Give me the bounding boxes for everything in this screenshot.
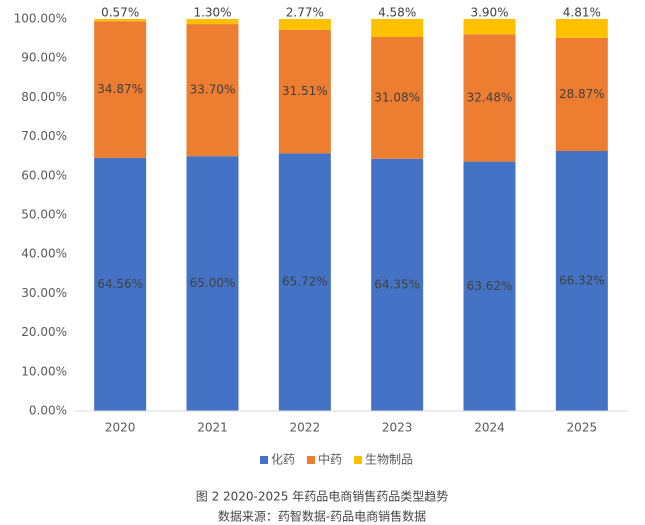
data-label: 63.62% [467, 279, 513, 293]
x-tick-label: 2022 [290, 421, 321, 435]
x-tick-label: 2023 [382, 421, 413, 435]
legend-swatch [307, 456, 316, 464]
y-tick-label: 90.00% [21, 51, 67, 65]
bar-segment [186, 19, 239, 25]
bar-segment [278, 153, 331, 411]
y-tick-label: 30.00% [21, 286, 67, 300]
bar-segment [463, 19, 516, 35]
bar-segment [463, 34, 516, 162]
bar-segment [186, 24, 239, 157]
y-tick-label: 50.00% [21, 208, 67, 222]
data-label: 33.70% [190, 83, 236, 97]
x-tick-label: 2021 [197, 421, 228, 435]
y-tick-label: 10.00% [21, 364, 67, 378]
data-label: 65.00% [190, 276, 236, 290]
x-tick-label: 2025 [567, 421, 598, 435]
data-label: 4.58% [378, 5, 416, 19]
legend-label: 生物制品 [365, 453, 413, 467]
bar-segment [555, 151, 608, 411]
bar-segment [371, 36, 424, 159]
bar-segment [186, 156, 239, 411]
data-label: 3.90% [470, 6, 508, 20]
data-label: 64.35% [374, 277, 420, 291]
data-label: 1.30% [193, 6, 231, 20]
bar-segment [555, 37, 608, 152]
legend-swatch [260, 456, 268, 464]
data-label: 28.87% [559, 87, 605, 101]
bar-segment [94, 21, 147, 158]
x-tick-label: 2020 [105, 421, 136, 435]
data-label: 0.57% [101, 6, 139, 20]
bar-segment [463, 161, 516, 411]
data-label: 31.08% [374, 90, 420, 104]
source: 数据来源：药智数据-药品电商销售数据 [218, 509, 426, 524]
y-tick-label: 70.00% [21, 129, 67, 143]
data-label: 32.48% [467, 90, 513, 104]
data-label: 4.81% [563, 6, 601, 20]
x-tick-label: 2024 [474, 421, 505, 435]
caption: 图 2 2020-2025 年药品电商销售药品类型趋势 [196, 489, 449, 504]
data-label: 64.56% [97, 277, 143, 291]
bar-segment [278, 19, 331, 30]
legend-label: 化药 [271, 453, 295, 467]
data-label: 65.72% [282, 275, 328, 289]
data-label: 31.51% [282, 84, 328, 98]
y-tick-label: 80.00% [21, 90, 67, 104]
bar-segment [371, 18, 424, 37]
y-tick-label: 0.00% [29, 404, 67, 418]
y-tick-label: 40.00% [21, 247, 67, 261]
bar-segment [278, 29, 331, 154]
bar-segment [371, 158, 424, 411]
data-label: 66.32% [559, 274, 605, 288]
legend-label: 中药 [318, 452, 342, 467]
bar-segment [555, 19, 608, 38]
legend-swatch [354, 456, 363, 464]
data-label: 2.77% [286, 6, 324, 20]
bar-segment [94, 157, 147, 411]
data-label: 34.87% [97, 82, 143, 96]
bar-segment [94, 19, 147, 22]
y-tick-label: 60.00% [21, 168, 67, 182]
y-tick-label: 100.00% [14, 12, 67, 26]
y-tick-label: 20.00% [21, 325, 67, 339]
